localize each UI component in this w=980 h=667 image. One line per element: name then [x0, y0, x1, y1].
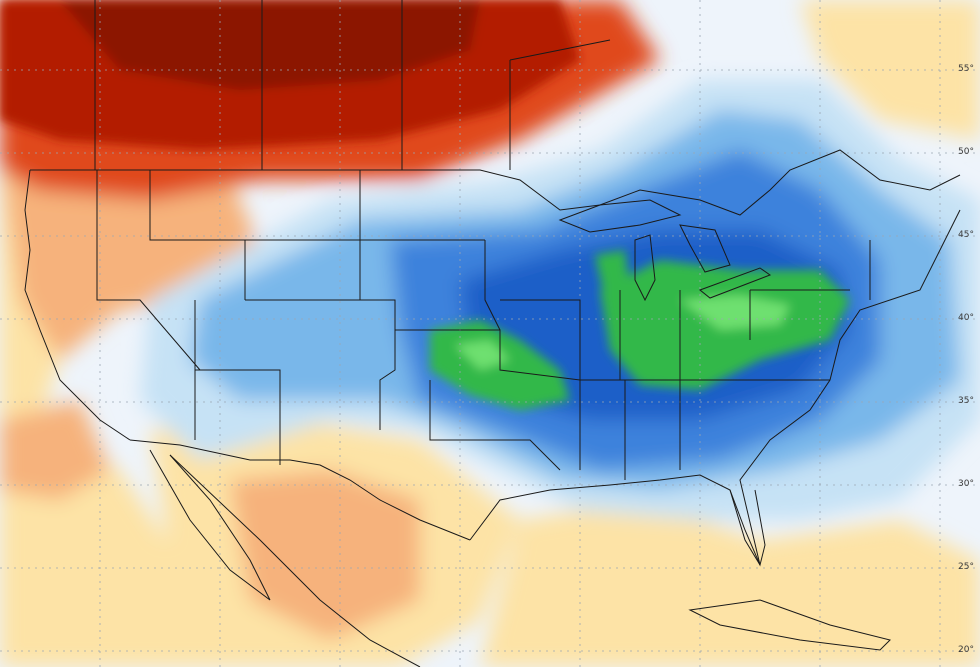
- florida-outline: [729, 489, 766, 567]
- lake-erie: [698, 267, 772, 299]
- extreme-cold-regions: [430, 250, 850, 410]
- latitude-label: 20°: [958, 645, 974, 655]
- gulf-coast: [469, 474, 761, 566]
- state-line: [195, 369, 281, 465]
- extreme-warm-core: [0, 0, 580, 150]
- state-line: [484, 240, 501, 331]
- warm-area-pacific-sw: [0, 400, 110, 500]
- baja-outline: [149, 449, 271, 601]
- cuba-outline: [688, 599, 891, 651]
- state-line: [429, 380, 561, 471]
- state-line: [149, 170, 246, 300]
- state-line: [395, 329, 581, 381]
- latitude-label: 25°: [958, 562, 974, 572]
- darkest-warm-area: [60, 0, 480, 90]
- lake-michigan: [634, 234, 656, 302]
- state-line: [280, 299, 396, 430]
- state-line: [579, 380, 681, 480]
- latitude-label: 45°: [958, 230, 974, 240]
- latitude-label: 50°: [958, 147, 974, 157]
- state-line: [96, 170, 201, 371]
- warm-area-mexico: [230, 470, 420, 640]
- green-area-michigan: [595, 250, 630, 300]
- extreme-area-ohio: [680, 295, 790, 330]
- mexico-west-coast: [169, 454, 421, 667]
- canada-province-line: [509, 39, 611, 170]
- lake-huron: [679, 224, 731, 273]
- political-borders: [24, 0, 961, 667]
- us-west-coast: [24, 169, 131, 441]
- mild-warm-area-gulf: [480, 500, 980, 667]
- state-line: [359, 170, 485, 241]
- latitude-label: 30°: [958, 479, 974, 489]
- latitude-label: 40°: [958, 313, 974, 323]
- state-line: [619, 290, 751, 380]
- east-coast: [739, 209, 961, 566]
- lake-superior: [558, 199, 682, 233]
- state-line: [500, 299, 581, 380]
- extreme-area-plains: [455, 340, 510, 370]
- latitude-label: 35°: [958, 396, 974, 406]
- latitude-label: 55°: [958, 64, 974, 74]
- warm-area-northwest: [0, 150, 260, 360]
- us-mexico-border: [129, 439, 471, 541]
- us-canada-border: [30, 149, 961, 216]
